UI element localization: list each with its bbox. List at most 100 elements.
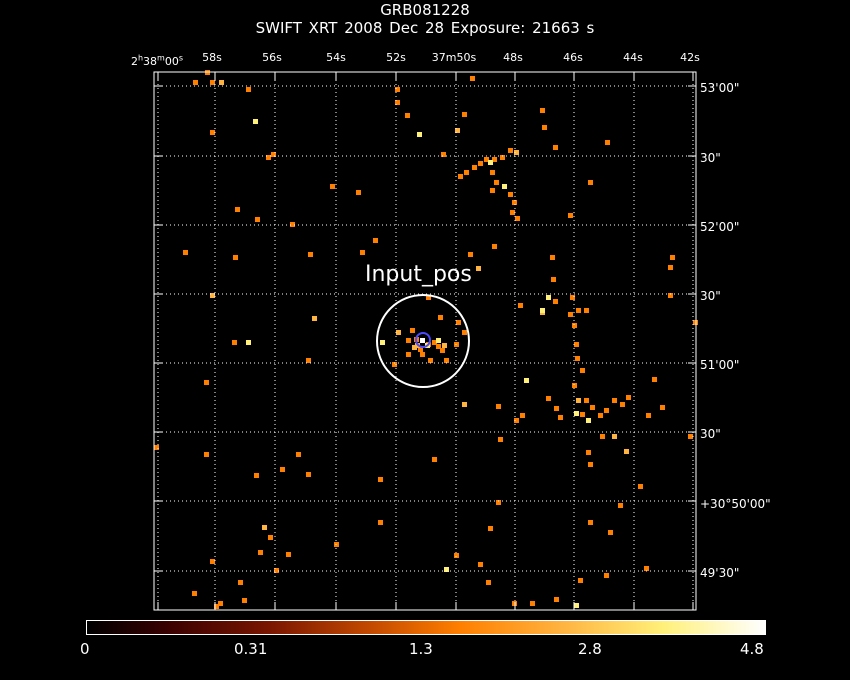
photon-pixel [518,303,523,308]
photon-pixel [542,125,547,130]
photon-pixel [492,244,497,249]
photon-pixel [410,328,415,333]
photon-pixel [553,299,558,304]
photon-pixel [235,207,240,212]
photon-pixel [373,238,378,243]
photon-pixel [218,601,223,606]
photon-pixel [204,380,209,385]
photon-pixel [590,405,595,410]
photon-pixel [568,213,573,218]
photon-pixel [395,100,400,105]
photon-pixel [600,434,605,439]
photon-pixel [210,293,215,298]
dec-label: 53'00" [700,81,740,95]
photon-pixel [306,472,311,477]
photon-pixel [458,174,463,179]
photon-pixel [436,344,441,349]
photon-pixel [378,477,383,482]
photon-pixel [512,200,517,205]
photon-pixel [242,598,247,603]
photon-pixel [574,603,579,608]
photon-pixel [608,530,613,535]
photon-pixel [296,452,301,457]
photon-pixel [312,316,317,321]
photon-pixel [578,578,583,583]
photon-pixel [214,604,219,609]
photon-pixel [598,413,603,418]
photon-pixel [612,398,617,403]
photon-pixel [154,445,159,450]
source-position-marker [415,332,431,348]
photon-pixel [572,323,577,328]
dec-label: 49'30" [700,566,740,580]
colorbar-label: 2.8 [578,640,602,658]
photon-pixel [486,580,491,585]
image-title: GRB081228 [380,1,470,19]
photon-pixel [405,113,410,118]
photon-pixel [426,295,431,300]
photon-pixel [440,348,445,353]
photon-pixel [462,112,467,117]
photon-pixel [574,342,579,347]
photon-pixel [412,345,417,350]
photon-pixel [588,180,593,185]
dec-label: 30" [700,427,721,441]
photon-pixel [576,398,581,403]
photon-pixel [496,404,501,409]
photon-pixels [154,70,698,609]
photon-pixel [183,250,188,255]
photon-pixel [520,413,525,418]
photon-pixel [584,398,589,403]
photon-pixel [441,152,446,157]
photon-pixel [554,597,559,602]
photon-pixel [428,358,433,363]
dec-label: 51'00" [700,358,740,372]
photon-pixel [290,222,295,227]
photon-pixel [286,552,291,557]
photon-pixel [232,340,237,345]
photon-pixel [438,315,443,320]
photon-pixel [540,308,545,313]
photon-pixel [193,80,198,85]
image-subtitle: SWIFT XRT 2008 Dec 28 Exposure: 21663 s [255,19,595,37]
image-frame [153,71,697,611]
photon-pixel [546,396,551,401]
photon-pixel [266,155,271,160]
source-label: Input_pos [365,262,472,287]
photon-pixel [644,566,649,571]
photon-pixel [660,405,665,410]
photon-pixel [455,128,460,133]
ra-label: 2h38m00s [130,53,184,68]
photon-pixel [432,340,437,345]
ra-label: 44s [623,51,643,64]
colorbar-label: 1.3 [409,640,433,658]
photon-pixel [274,568,279,573]
photon-pixel [360,250,365,255]
photon-pixel [638,484,643,489]
ra-label: 46s [563,51,583,64]
photon-pixel [468,252,473,257]
photon-pixel [652,377,657,382]
photon-pixel [574,411,579,416]
colorbar [86,620,766,635]
photon-pixel [584,308,589,313]
ra-label: 48s [503,51,523,64]
photon-pixel [258,550,263,555]
photon-pixel [668,293,673,298]
photon-pixel [688,434,693,439]
photon-pixel [496,500,501,505]
photon-pixel [462,330,467,335]
photon-pixel [246,87,251,92]
photon-pixel [210,130,215,135]
photon-pixel [233,255,238,260]
photon-pixel [620,402,625,407]
photon-pixel [246,340,251,345]
photon-pixel [492,157,497,162]
photon-pixel [484,157,489,162]
photon-pixel [575,356,580,361]
colorbar-label: 0 [80,640,90,658]
photon-pixel [204,452,209,457]
photon-pixel [253,119,258,124]
photon-pixel [417,132,422,137]
photon-pixel [356,190,361,195]
